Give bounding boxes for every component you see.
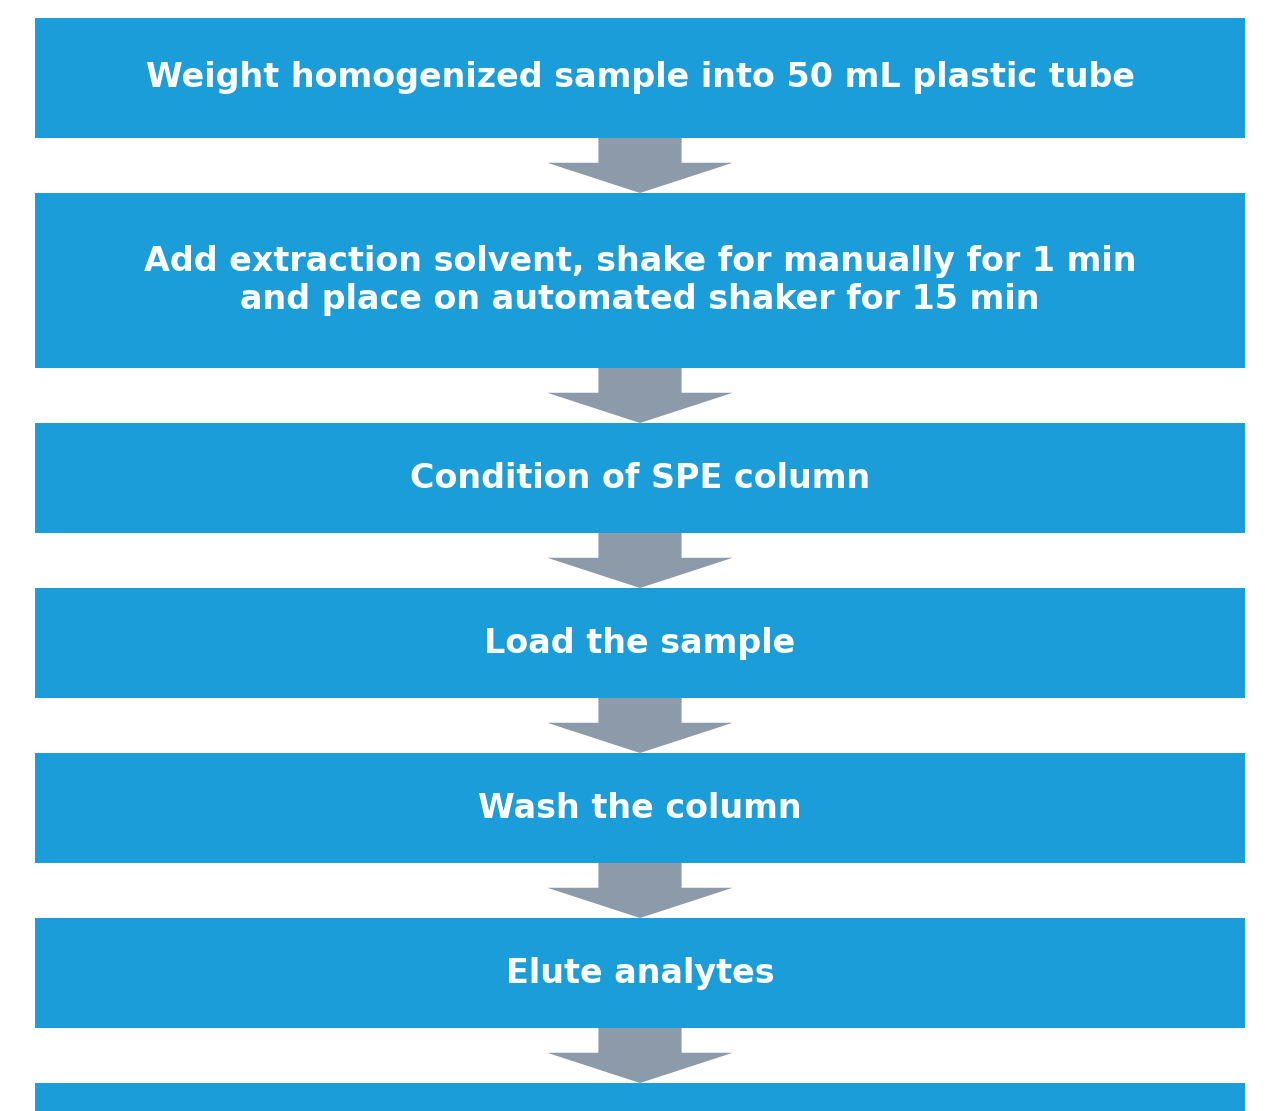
Bar: [35, 753, 1245, 863]
Text: Condition of SPE column: Condition of SPE column: [410, 461, 870, 494]
Bar: [35, 18, 1245, 138]
Polygon shape: [548, 698, 732, 753]
Polygon shape: [548, 368, 732, 423]
Bar: [35, 1083, 1245, 1111]
Bar: [35, 918, 1245, 1028]
Text: Load the sample: Load the sample: [484, 627, 796, 660]
Text: Wash the column: Wash the column: [479, 791, 801, 824]
Bar: [35, 193, 1245, 368]
Bar: [35, 588, 1245, 698]
Polygon shape: [548, 138, 732, 193]
Bar: [35, 423, 1245, 533]
Polygon shape: [548, 863, 732, 918]
Polygon shape: [548, 533, 732, 588]
Text: Weight homogenized sample into 50 mL plastic tube: Weight homogenized sample into 50 mL pla…: [146, 61, 1134, 94]
Text: Add extraction solvent, shake for manually for 1 min
and place on automated shak: Add extraction solvent, shake for manual…: [143, 244, 1137, 317]
Polygon shape: [548, 1028, 732, 1083]
Text: Elute analytes: Elute analytes: [506, 957, 774, 990]
